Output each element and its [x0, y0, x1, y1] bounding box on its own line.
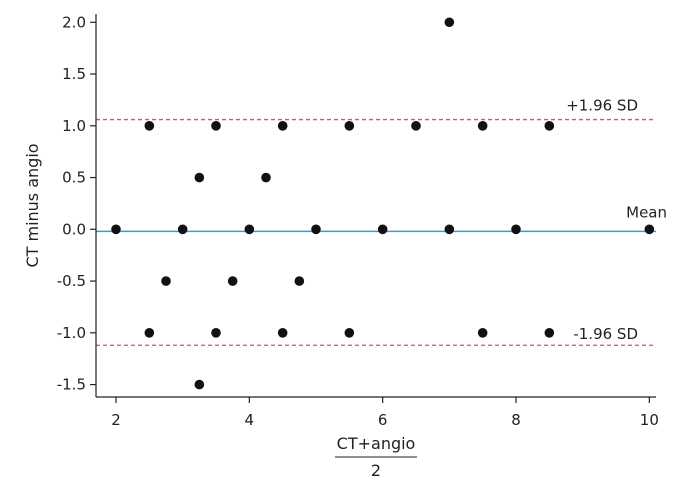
data-point — [194, 379, 205, 390]
data-point — [411, 120, 421, 131]
axes: -1.5 -1.0 -0.5 0.0 0.5 1.0 1.5 2.0 2 4 6 8 10 — [57, 13, 659, 429]
data-point — [277, 328, 288, 338]
data-points — [111, 17, 655, 390]
y-tick-label: 0.0 — [62, 220, 86, 238]
y-tick-label: 1.0 — [62, 117, 86, 135]
data-point — [544, 120, 555, 131]
y-tick-label: -1.0 — [57, 324, 86, 342]
data-point — [294, 276, 305, 286]
data-point — [344, 120, 355, 131]
x-tick-label: 4 — [245, 411, 255, 429]
upper-limit-label: +1.96 SD — [566, 97, 638, 115]
lower-limit-label: -1.96 SD — [573, 325, 638, 343]
data-point — [444, 224, 455, 235]
data-point — [244, 224, 255, 235]
data-point — [211, 120, 221, 131]
y-axis-title: CT minus angio — [23, 143, 42, 267]
data-point — [344, 328, 355, 338]
x-tick-label: 8 — [511, 411, 521, 429]
data-point — [161, 276, 171, 286]
y-tick-label: -0.5 — [57, 272, 86, 290]
x-axis-title-denominator: 2 — [371, 461, 381, 480]
data-point — [277, 120, 288, 131]
x-tick-label: 6 — [378, 411, 388, 429]
data-point — [644, 224, 655, 235]
x-tick-label: 2 — [111, 411, 121, 429]
x-axis-title-numerator: CT+angio — [337, 434, 416, 453]
data-point — [511, 224, 521, 235]
mean-label: Mean — [626, 203, 667, 221]
data-point — [544, 328, 555, 338]
data-point — [477, 120, 488, 131]
data-point — [477, 328, 488, 338]
data-point — [227, 276, 238, 286]
y-tick-label: 1.5 — [62, 65, 86, 83]
data-point — [377, 224, 388, 235]
data-point — [144, 328, 155, 338]
data-point — [211, 328, 221, 338]
data-point — [111, 224, 121, 235]
y-tick-label: 2.0 — [62, 13, 86, 31]
reference-lines — [96, 118, 656, 346]
data-point — [144, 120, 155, 131]
y-tick-label: -1.5 — [57, 376, 86, 394]
data-point — [311, 224, 321, 235]
data-point — [194, 172, 205, 183]
annotations: Mean +1.96 SD -1.96 SD — [566, 97, 667, 344]
data-point — [444, 17, 455, 28]
x-tick-label: 10 — [640, 411, 659, 429]
data-point — [261, 172, 271, 183]
y-tick-label: 0.5 — [62, 169, 86, 187]
data-point — [177, 224, 188, 235]
